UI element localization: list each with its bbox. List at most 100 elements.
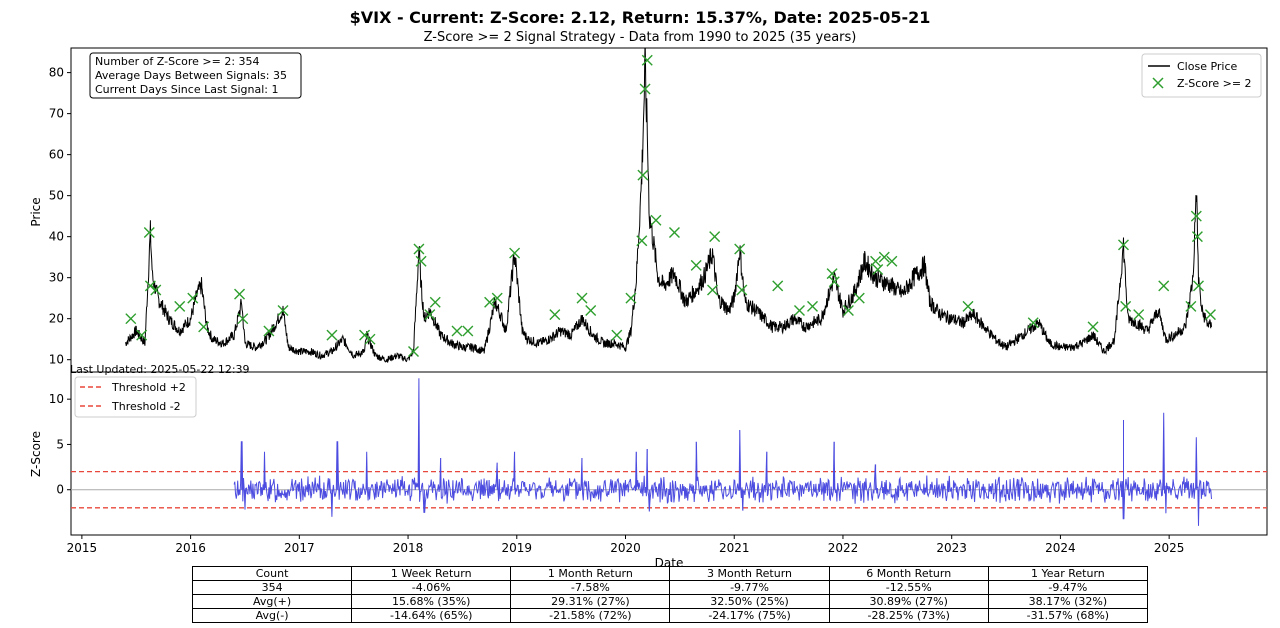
signal-marker — [886, 255, 898, 267]
legend-signal-swatch — [1152, 77, 1164, 89]
signal-marker — [793, 304, 805, 316]
signal-marker — [484, 296, 496, 308]
signal-marker — [415, 255, 427, 267]
zscore-series — [71, 378, 1267, 526]
signal-marker — [144, 280, 156, 292]
signal-marker — [1117, 239, 1129, 251]
table-cell: -31.57% (68%) — [987, 608, 1149, 623]
table-cell: -7.58% — [510, 580, 671, 595]
chart-title: $VIX - Current: Z-Score: 2.12, Return: 1… — [349, 8, 931, 27]
signal-marker — [636, 235, 648, 247]
signal-marker — [234, 288, 246, 300]
signal-marker — [1087, 321, 1099, 333]
price-tick-label: 10 — [49, 353, 64, 367]
table-cell: 1 Week Return — [351, 566, 512, 581]
signal-marker — [1133, 309, 1145, 321]
zscore-axes: 0 5 10 2015 2016 2017 2018 2019 2020 2021 2022 2023… — [49, 392, 1185, 555]
legend-threshold-plus-label: Threshold +2 — [111, 381, 186, 394]
price-axes: 10 20 30 40 50 60 70 80 — [49, 66, 71, 367]
table-cell: -12.55% — [828, 580, 989, 595]
price-tick-label: 60 — [49, 148, 64, 162]
table-cell: 32.50% (25%) — [669, 594, 830, 609]
last-updated: Last Updated: 2025-05-22 12:39 — [70, 363, 250, 376]
signal-marker — [872, 263, 884, 275]
signal-marker — [125, 313, 137, 325]
table-cell: 354 — [191, 580, 353, 595]
table-cell: 1 Year Return — [987, 566, 1149, 581]
price-tick-label: 20 — [49, 312, 64, 326]
signal-marker — [734, 243, 746, 255]
signal-marker — [639, 83, 651, 95]
signal-marker — [462, 325, 474, 337]
table-cell: -9.77% — [669, 580, 830, 595]
table-cell: 29.31% (27%) — [510, 594, 671, 609]
legend-signal-label: Z-Score >= 2 — [1177, 77, 1252, 90]
signal-marker — [263, 325, 275, 337]
table-cell: -14.64% (65%) — [351, 608, 512, 623]
top-plot-frame — [70, 47, 1268, 373]
signal-marker — [509, 247, 521, 259]
price-tick-label: 80 — [49, 66, 64, 80]
table-row: Avg(-) -14.64% (65%) -21.58% (72%) -24.17% … — [191, 608, 1149, 623]
table-cell: -24.17% (75%) — [669, 608, 830, 623]
year-tick-label: 2016 — [175, 541, 206, 555]
signal-marker — [549, 309, 561, 321]
signal-marker — [1204, 309, 1216, 321]
signal-marker — [709, 231, 721, 243]
signal-marker — [413, 243, 425, 255]
table-cell: -4.06% — [351, 580, 512, 595]
signal-marker — [429, 296, 441, 308]
year-tick-label: 2021 — [719, 541, 750, 555]
price-tick-label: 30 — [49, 271, 64, 285]
table-cell: 15.68% (35%) — [351, 594, 512, 609]
signal-marker — [174, 300, 186, 312]
signal-marker — [150, 284, 162, 296]
table-cell: -28.25% (73%) — [828, 608, 989, 623]
signal-marker — [637, 169, 649, 181]
signal-marker — [1027, 317, 1039, 329]
signal-marker — [962, 300, 974, 312]
table-cell: 38.17% (32%) — [987, 594, 1149, 609]
bottom-plot-frame — [70, 371, 1268, 536]
zscore-line — [233, 378, 1212, 526]
price-tick-label: 50 — [49, 189, 64, 203]
chart-canvas: 10 20 30 40 50 60 70 80 0 5 10 2015 2016 2017 2018 201… — [29, 47, 1268, 566]
table-cell: -21.58% (72%) — [510, 608, 671, 623]
signal-marker — [878, 251, 890, 263]
year-tick-label: 2024 — [1045, 541, 1076, 555]
signal-marker — [1190, 210, 1202, 222]
signal-marker — [870, 255, 882, 267]
table-cell: 3 Month Return — [669, 566, 830, 581]
zscore-tick-label: 10 — [49, 392, 64, 406]
table-cell: Avg(+) — [191, 594, 353, 609]
signal-marker — [736, 284, 748, 296]
year-tick-label: 2017 — [284, 541, 315, 555]
signal-marker — [1158, 280, 1170, 292]
signal-marker — [576, 292, 588, 304]
table-cell: 6 Month Return — [828, 566, 989, 581]
signal-marker — [277, 304, 289, 316]
returns-table: Count 1 Week Return 1 Month Return 3 Month … — [191, 566, 1149, 623]
signal-marker — [807, 300, 819, 312]
stats-line-average: Average Days Between Signals: 35 — [95, 69, 287, 82]
signal-marker — [491, 292, 503, 304]
signal-markers — [125, 54, 1216, 357]
chart-subtitle: Z-Score >= 2 Signal Strategy - Data from… — [423, 30, 857, 45]
signal-marker — [198, 321, 210, 333]
x-axis-label: Date — [655, 556, 684, 566]
signal-marker — [611, 329, 623, 341]
signal-marker — [136, 329, 148, 341]
signal-marker — [451, 325, 463, 337]
stats-line-count: Number of Z-Score >= 2: 354 — [95, 55, 260, 68]
signal-marker — [143, 227, 155, 239]
stats-box: Number of Z-Score >= 2: 354 Average Days… — [89, 52, 302, 99]
legend-close-label: Close Price — [1177, 60, 1238, 73]
signal-marker — [1191, 231, 1203, 243]
stats-line-current: Current Days Since Last Signal: 1 — [95, 83, 278, 96]
signal-marker — [772, 280, 784, 292]
signal-marker — [1120, 300, 1132, 312]
price-tick-label: 70 — [49, 107, 64, 121]
table-row: Avg(+) 15.68% (35%) 29.31% (27%) 32.50% (25… — [191, 594, 1149, 609]
signal-marker — [424, 309, 436, 321]
threshold-legend: Threshold +2 Threshold -2 — [74, 376, 197, 418]
